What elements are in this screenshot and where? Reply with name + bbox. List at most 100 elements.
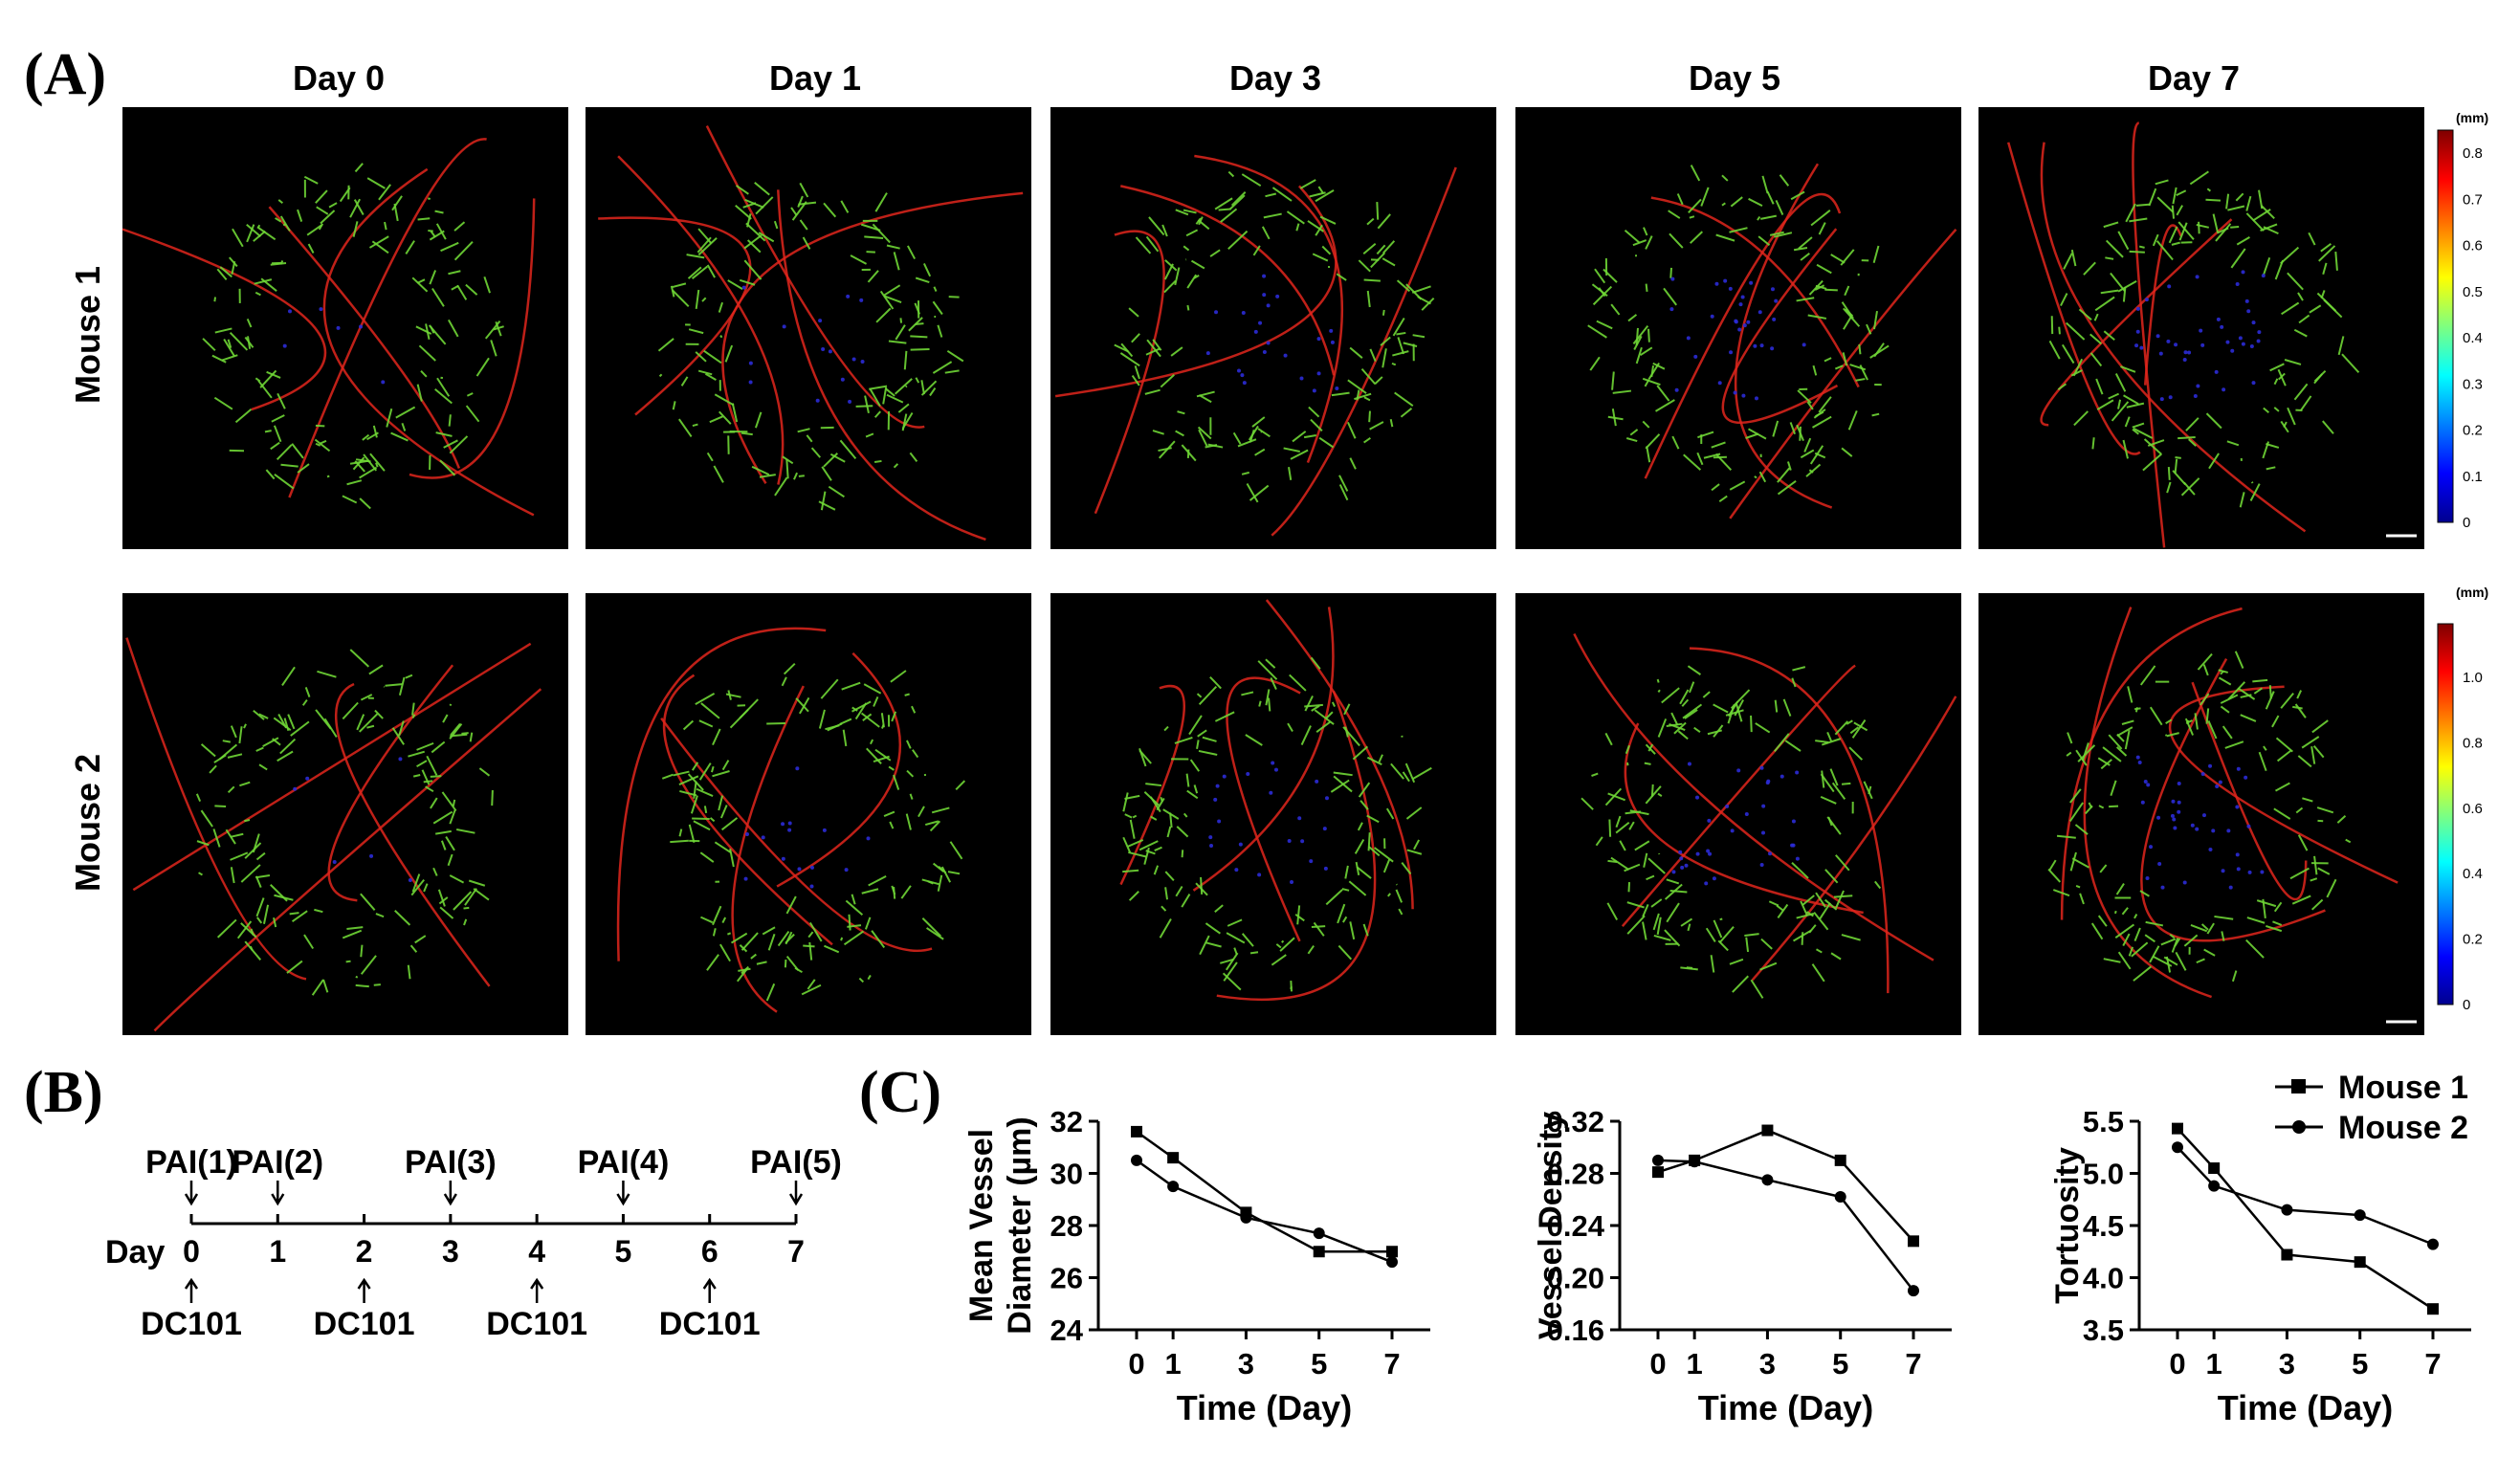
image-tile-mouse2-day3: [1050, 593, 1496, 1035]
dc101-arrow: [702, 1277, 717, 1303]
pai-arrow: [616, 1181, 630, 1206]
x-tick-label: 1: [1165, 1347, 1182, 1381]
x-tick-label: 3: [1238, 1347, 1254, 1381]
dc101-label: DC101: [486, 1306, 587, 1342]
y-tick-label: 0.32: [1547, 1105, 1604, 1138]
y-tick-label: 4.0: [2083, 1262, 2124, 1295]
timeline-day-label: Day: [105, 1234, 165, 1270]
data-point-mouse-1: [1761, 1124, 1774, 1137]
chart-3: 3.5 4.0 4.5 5.0 5.5 0 1 3 5 7 Time (Day) Tortuosity: [2049, 1105, 2471, 1427]
data-point-mouse-2: [1131, 1154, 1142, 1166]
row-label-mouse-1: Mouse 1: [68, 266, 107, 404]
y-tick-label: 0.28: [1547, 1158, 1604, 1191]
dc101-arrow: [357, 1277, 371, 1303]
dc101-label: DC101: [314, 1306, 415, 1342]
colorbar-2-units: (mm): [2456, 585, 2488, 600]
x-tick-label: 3: [1759, 1347, 1776, 1381]
timeline-tick-label: 5: [615, 1234, 632, 1269]
data-point-mouse-2: [1652, 1154, 1664, 1166]
pai-label: PAI(2): [232, 1144, 323, 1181]
colorbar-tick-label: 0.8: [2463, 735, 2483, 751]
timeline-tick-label: 4: [528, 1234, 545, 1269]
colorbar-tick-label: 0.3: [2463, 376, 2483, 392]
dc101-label: DC101: [141, 1306, 242, 1342]
image-tile-mouse1-day5: [1515, 107, 1961, 549]
x-axis-label: Time (Day): [1698, 1388, 1873, 1427]
x-tick-label: 1: [2206, 1347, 2222, 1381]
x-tick-label: 0: [2169, 1347, 2185, 1381]
panel-c-label: (C): [859, 1060, 941, 1125]
colorbar-row-2: (mm) 1.0 0.8 0.6 0.4 0.2 0: [2437, 585, 2488, 1013]
y-tick-label: 32: [1050, 1105, 1083, 1138]
data-point-mouse-1: [1313, 1246, 1325, 1258]
colorbar-2: [2437, 623, 2454, 1005]
image-tile-mouse2-day1: [586, 593, 1031, 1035]
data-point-mouse-2: [1834, 1191, 1846, 1204]
colorbar-tick-label: 0.6: [2463, 801, 2483, 817]
colorbar-tick-label: 0.6: [2463, 238, 2483, 254]
day-label-7: Day 7: [2148, 58, 2240, 98]
y-axis-label: Tortuosity: [2049, 1147, 2086, 1304]
legend-marker-mouse-2: [2292, 1120, 2306, 1134]
y-tick-label: 26: [1050, 1262, 1083, 1295]
row-label-mouse-2: Mouse 2: [68, 754, 107, 892]
data-point-mouse-2: [1761, 1174, 1774, 1186]
pai-label: PAI(5): [750, 1144, 842, 1181]
image-tile-mouse1-day0: [122, 107, 568, 549]
data-point-mouse-2: [2208, 1180, 2221, 1192]
x-tick-label: 7: [1905, 1347, 1921, 1381]
data-point-mouse-2: [1167, 1181, 1180, 1193]
x-tick-label: 5: [1832, 1347, 1848, 1381]
legend-label-mouse-2: Mouse 2: [2338, 1110, 2468, 1146]
x-tick-label: 5: [1311, 1347, 1327, 1381]
data-point-mouse-1: [1131, 1125, 1142, 1138]
data-point-mouse-2: [1689, 1156, 1701, 1168]
pai-label: PAI(4): [578, 1144, 670, 1181]
y-axis-label: Diameter (µm): [1002, 1116, 1038, 1334]
series-line-mouse-1: [2177, 1127, 2434, 1311]
y-tick-label: 5.5: [2083, 1105, 2124, 1138]
x-tick-label: 3: [2279, 1347, 2295, 1381]
timeline-tick-label: 1: [269, 1234, 286, 1269]
colorbar-1: [2437, 129, 2454, 523]
image-tile-mouse1-day1: [586, 107, 1031, 549]
dc101-arrow: [530, 1277, 544, 1303]
colorbar-tick-label: 0: [2463, 515, 2470, 531]
y-tick-label: 4.5: [2083, 1209, 2124, 1243]
y-tick-label: 0.20: [1547, 1262, 1604, 1295]
pai-arrow: [271, 1181, 285, 1206]
series-line-mouse-2: [1657, 1159, 1914, 1292]
colorbar-tick-label: 0.5: [2463, 284, 2483, 300]
colorbar-tick-label: 1.0: [2463, 670, 2483, 686]
pai-label: PAI(1): [145, 1144, 237, 1181]
colorbar-tick-label: 0.1: [2463, 469, 2483, 485]
x-tick-label: 0: [1128, 1347, 1144, 1381]
data-point-mouse-1: [2208, 1162, 2221, 1175]
pai-arrow: [184, 1181, 199, 1206]
series-line-mouse-1: [1657, 1129, 1914, 1243]
y-tick-label: 0.16: [1547, 1314, 1604, 1347]
y-tick-label: 28: [1050, 1209, 1083, 1243]
data-point-mouse-2: [2427, 1238, 2439, 1250]
image-tile-mouse2-day0: [122, 593, 568, 1035]
data-point-mouse-1: [1908, 1235, 1919, 1248]
pai-label: PAI(3): [405, 1144, 497, 1181]
day-label-5: Day 5: [1689, 58, 1780, 98]
x-axis-label: Time (Day): [2218, 1388, 2393, 1427]
data-point-mouse-2: [2281, 1204, 2293, 1216]
colorbar-tick-label: 0: [2463, 997, 2470, 1013]
data-point-mouse-1: [1386, 1246, 1398, 1258]
y-tick-label: 30: [1050, 1158, 1083, 1191]
series-line-mouse-2: [2177, 1146, 2434, 1246]
data-point-mouse-2: [2172, 1141, 2183, 1154]
image-tile-mouse2-day5: [1515, 593, 1961, 1035]
x-tick-label: 7: [1383, 1347, 1400, 1381]
colorbar-tick-label: 0.2: [2463, 423, 2483, 439]
timeline-tick-label: 7: [787, 1234, 805, 1269]
x-tick-label: 0: [1649, 1347, 1666, 1381]
colorbar-tick-label: 0.2: [2463, 932, 2483, 948]
pai-arrow: [443, 1181, 457, 1206]
data-point-mouse-2: [1386, 1256, 1398, 1269]
